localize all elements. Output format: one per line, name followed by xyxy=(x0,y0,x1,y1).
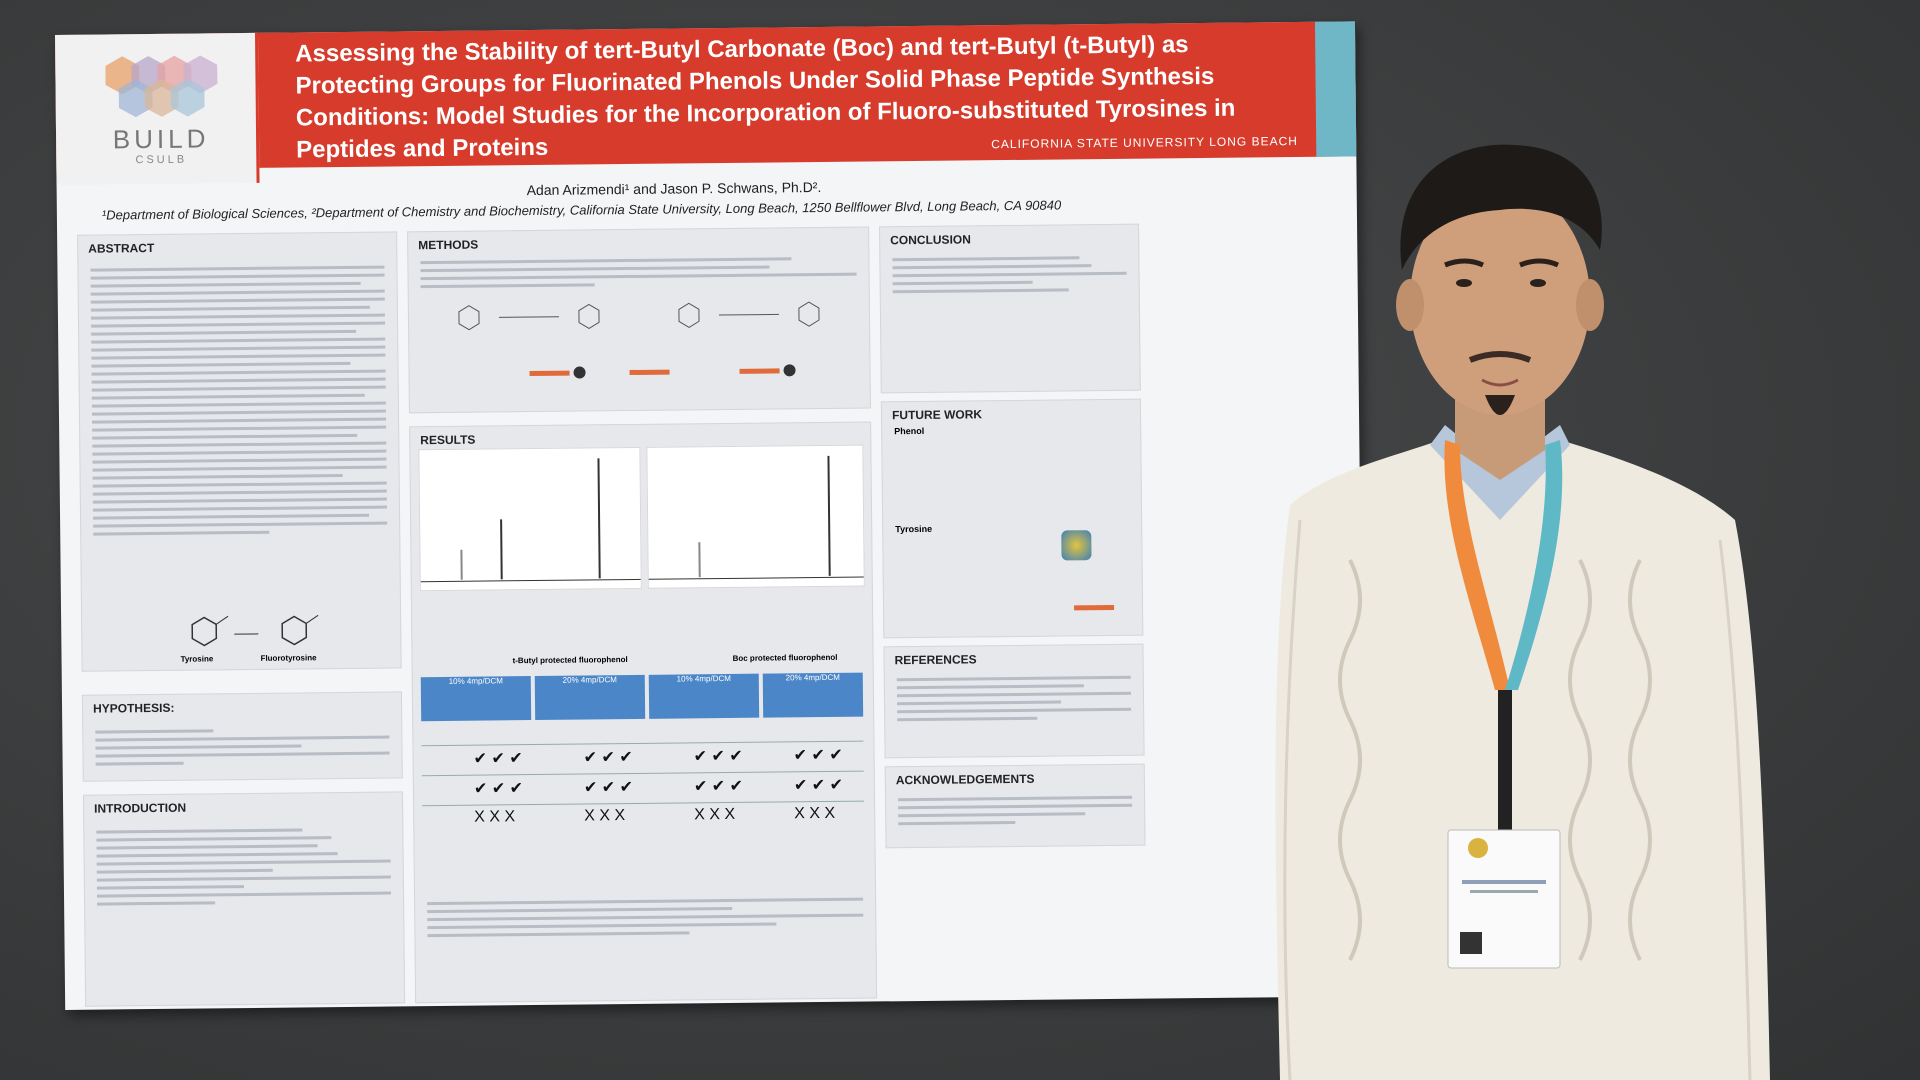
methods-section: METHODS xyxy=(407,226,871,414)
abstract-section: ABSTRACT Tyrosine Fluorotyrosine xyxy=(77,231,402,672)
tyrosine-structures xyxy=(191,614,319,647)
research-poster: Assessing the Stability of tert-Butyl Ca… xyxy=(55,21,1366,1010)
reaction-schemes xyxy=(458,301,820,379)
